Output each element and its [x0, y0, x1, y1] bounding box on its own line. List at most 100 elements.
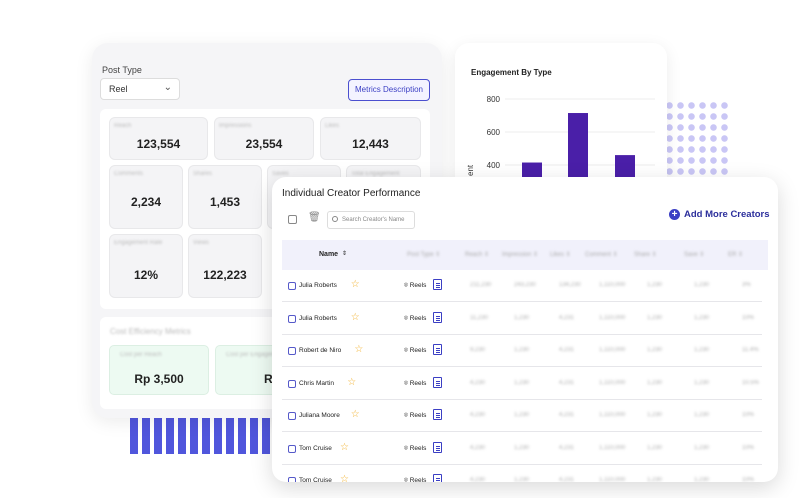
creator-name[interactable]: Chris Martin: [299, 379, 335, 387]
table-row[interactable]: Robert de Niro ☆ ⌾ Reels 9,230 1,230 4,231 1,1…: [282, 335, 762, 367]
metric-cell: 4,231: [559, 444, 575, 451]
report-icon[interactable]: [433, 409, 442, 420]
metric-cell: 1,230: [694, 282, 710, 288]
post-type-value: Reel: [109, 84, 128, 94]
metric-cell: 4,231: [559, 347, 575, 353]
column-header[interactable]: Likes ⇕: [550, 252, 571, 258]
metric-cell: 1,230: [514, 379, 530, 386]
metric-label: Total Engagement: [351, 171, 400, 177]
metric-cell: 4,230: [470, 477, 486, 482]
creator-performance-card: Individual Creator Performance 🗑 Search …: [272, 177, 778, 482]
metric-cell: 3%: [742, 282, 751, 288]
creator-name[interactable]: Juliana Moore: [299, 412, 340, 419]
metric-cell: 4,231: [559, 477, 575, 482]
creator-name[interactable]: Julia Roberts: [299, 314, 337, 322]
star-icon[interactable]: ☆: [340, 441, 349, 453]
column-header[interactable]: Share ⇕: [634, 252, 657, 258]
creator-name[interactable]: Julia Roberts: [299, 282, 337, 289]
metric-box: Shares 1,453: [188, 165, 262, 229]
star-icon[interactable]: ☆: [350, 279, 360, 290]
metric-cell: 1,230: [647, 314, 663, 321]
row-checkbox[interactable]: [288, 379, 296, 388]
metric-cell: 1,230: [694, 412, 710, 418]
search-input[interactable]: Search Creator's Name: [327, 211, 415, 229]
metric-cell: 1,110,000: [599, 347, 626, 353]
metric-cell: 10%: [742, 314, 755, 321]
metric-label: Engagement Rate: [114, 240, 163, 246]
table-row[interactable]: Julia Roberts ☆ ⌾ Reels 211,230 243,230 134,2…: [282, 270, 762, 302]
metric-cell: 10.5%: [742, 379, 760, 386]
star-icon[interactable]: ☆: [340, 474, 349, 482]
creator-name[interactable]: Robert de Niro: [299, 347, 342, 354]
column-header[interactable]: Post Type ⇕: [407, 252, 441, 258]
metric-label: Views: [193, 240, 209, 246]
post-type-cell: ⌾ Reels: [404, 314, 427, 322]
creator-name[interactable]: Tom Cruise: [299, 444, 332, 452]
metric-cell: 1,110,000: [599, 412, 626, 418]
metric-cell: 1,230: [647, 379, 663, 386]
metric-value: 122,223: [203, 268, 247, 282]
post-type-select[interactable]: Reel ⌄: [100, 78, 180, 100]
star-icon[interactable]: ☆: [350, 311, 360, 323]
column-header[interactable]: Reach ⇕: [465, 252, 490, 258]
star-icon[interactable]: ☆: [354, 344, 364, 355]
table-row[interactable]: Tom Cruise ☆ ⌾ Reels 4,230 1,230 4,231 1,110,0…: [282, 465, 762, 482]
report-icon[interactable]: [433, 344, 442, 355]
post-type-cell: ⌾ Reels: [404, 412, 427, 419]
column-header[interactable]: Save ⇕: [684, 252, 705, 258]
metric-box: Likes 12,443: [320, 117, 421, 160]
sort-icon[interactable]: ⇕: [342, 251, 348, 257]
select-all-checkbox[interactable]: [288, 215, 297, 224]
metric-cell: 1,230: [514, 477, 530, 482]
name-column-header[interactable]: Name: [319, 251, 339, 258]
metric-cell: 10%: [742, 412, 755, 418]
column-header[interactable]: Comment ⇕: [585, 252, 618, 258]
add-creators-button[interactable]: + Add More Creators: [669, 209, 770, 220]
metric-cell: 10%: [742, 444, 755, 451]
row-checkbox[interactable]: [288, 412, 296, 420]
star-icon[interactable]: ☆: [347, 376, 357, 388]
metric-cell: 9,230: [470, 347, 486, 353]
metrics-description-button[interactable]: Metrics Description: [348, 79, 430, 101]
creator-name[interactable]: Tom Cruise: [299, 477, 332, 482]
metric-cell: 11,230: [470, 314, 488, 321]
metric-cell: 1,230: [647, 347, 663, 353]
decorative-dashes: [130, 414, 280, 454]
metric-label: Reach: [114, 123, 132, 129]
table-row[interactable]: Julia Roberts ☆ ⌾ Reels 11,230 1,230 4,231 1,1…: [282, 303, 762, 335]
row-checkbox[interactable]: [288, 282, 296, 290]
metric-box: Engagement Rate 12%: [109, 234, 183, 298]
y-tick-label: 400: [487, 161, 501, 170]
report-icon[interactable]: [433, 474, 442, 482]
table-header: Name ⇕ Post Type ⇕ Reach ⇕ Impression ⇕ Lik…: [282, 240, 768, 270]
column-header[interactable]: ER ⇕: [728, 252, 744, 258]
table-row[interactable]: Juliana Moore ☆ ⌾ Reels 4,230 1,230 4,231 1,11…: [282, 400, 762, 432]
metric-label: Comments: [114, 171, 144, 177]
report-icon[interactable]: [433, 279, 442, 290]
column-header[interactable]: Impression ⇕: [502, 252, 539, 258]
row-checkbox[interactable]: [288, 314, 296, 323]
row-checkbox[interactable]: [288, 347, 296, 355]
report-icon[interactable]: [433, 311, 442, 323]
row-checkbox[interactable]: [288, 444, 296, 453]
table-row[interactable]: Tom Cruise ☆ ⌾ Reels 4,230 1,230 4,231 1,110,0…: [282, 433, 762, 465]
metric-label: Shares: [193, 171, 213, 177]
metric-cell: 1,110,000: [599, 477, 626, 482]
metric-cell: 1,230: [694, 314, 710, 321]
table-row[interactable]: Chris Martin ☆ ⌾ Reels 4,230 1,230 4,231 1,110…: [282, 368, 762, 400]
trash-icon[interactable]: 🗑: [308, 212, 321, 223]
metric-cell: 1,230: [647, 282, 663, 288]
report-icon[interactable]: [433, 441, 442, 453]
metric-box: Views 122,223: [188, 234, 262, 298]
post-type-cell: ⌾ Reels: [404, 347, 427, 354]
metric-cell: 1,230: [647, 444, 663, 451]
metric-cell: 1,230: [694, 347, 710, 353]
metric-box: Comments 2,234: [109, 165, 183, 229]
report-icon[interactable]: [433, 376, 442, 388]
metric-cell: 211,230: [470, 282, 492, 288]
metric-cell: 10%: [742, 477, 755, 482]
metric-cell: 1,230: [694, 379, 710, 386]
star-icon[interactable]: ☆: [350, 409, 360, 420]
row-checkbox[interactable]: [288, 477, 296, 482]
metric-cell: 1,230: [647, 412, 663, 418]
